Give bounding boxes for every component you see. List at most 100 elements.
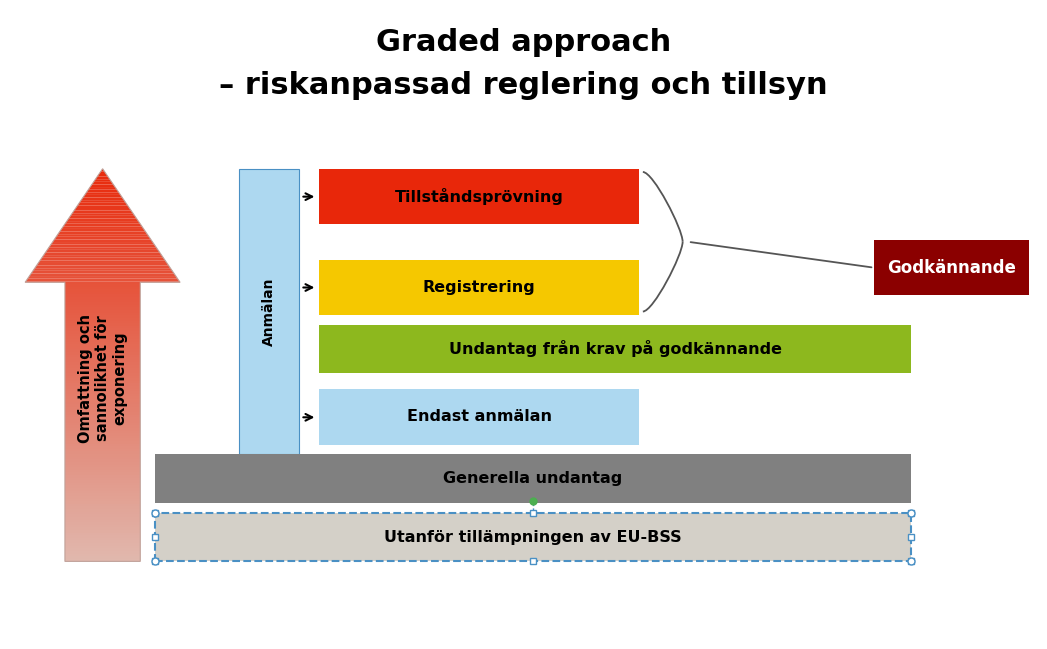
Polygon shape: [49, 245, 156, 247]
Polygon shape: [101, 169, 105, 171]
Polygon shape: [65, 352, 140, 354]
Polygon shape: [29, 273, 176, 276]
Polygon shape: [65, 289, 140, 292]
Polygon shape: [31, 271, 174, 273]
Polygon shape: [57, 234, 149, 237]
Polygon shape: [65, 310, 140, 313]
Polygon shape: [90, 184, 115, 187]
Polygon shape: [65, 430, 140, 433]
Polygon shape: [65, 548, 140, 551]
Polygon shape: [65, 323, 140, 326]
Polygon shape: [65, 554, 140, 556]
Polygon shape: [52, 239, 153, 242]
Polygon shape: [65, 302, 140, 305]
Polygon shape: [60, 229, 146, 232]
Polygon shape: [65, 305, 140, 308]
Polygon shape: [85, 192, 120, 195]
Polygon shape: [65, 360, 140, 362]
Polygon shape: [65, 519, 140, 522]
Polygon shape: [65, 498, 140, 501]
Text: Godkännande: Godkännande: [887, 259, 1017, 276]
Polygon shape: [62, 227, 143, 229]
Text: Tillståndsprövning: Tillståndsprövning: [395, 188, 563, 205]
Polygon shape: [65, 344, 140, 347]
Polygon shape: [65, 354, 140, 357]
Polygon shape: [65, 543, 140, 546]
Polygon shape: [65, 397, 140, 399]
Polygon shape: [65, 528, 140, 530]
Polygon shape: [80, 200, 126, 202]
Polygon shape: [65, 435, 140, 438]
Polygon shape: [65, 478, 140, 480]
Polygon shape: [82, 197, 124, 200]
Polygon shape: [65, 459, 140, 462]
Polygon shape: [65, 522, 140, 525]
Polygon shape: [65, 480, 140, 483]
Polygon shape: [65, 378, 140, 381]
Polygon shape: [65, 321, 140, 323]
Text: Generella undantag: Generella undantag: [443, 471, 623, 486]
Polygon shape: [99, 171, 106, 174]
Polygon shape: [87, 190, 118, 192]
Polygon shape: [47, 247, 158, 250]
Polygon shape: [65, 452, 140, 454]
Polygon shape: [39, 260, 166, 263]
Polygon shape: [65, 331, 140, 334]
Polygon shape: [77, 202, 128, 205]
Polygon shape: [27, 276, 178, 278]
FancyBboxPatch shape: [155, 454, 911, 503]
Polygon shape: [65, 538, 140, 541]
Polygon shape: [65, 447, 140, 449]
Polygon shape: [65, 410, 140, 412]
Polygon shape: [65, 334, 140, 336]
Polygon shape: [72, 211, 133, 214]
Polygon shape: [65, 373, 140, 376]
Polygon shape: [40, 258, 165, 260]
Polygon shape: [32, 268, 173, 271]
Text: Anmälan: Anmälan: [262, 277, 276, 346]
Polygon shape: [65, 407, 140, 410]
Polygon shape: [26, 278, 179, 281]
Polygon shape: [65, 472, 140, 475]
Polygon shape: [88, 187, 117, 190]
Polygon shape: [65, 444, 140, 447]
Polygon shape: [65, 465, 140, 467]
Polygon shape: [65, 381, 140, 384]
Polygon shape: [65, 295, 140, 297]
Text: Undantag från krav på godkännande: Undantag från krav på godkännande: [448, 340, 782, 358]
Polygon shape: [58, 232, 148, 234]
Polygon shape: [65, 533, 140, 535]
Polygon shape: [65, 221, 140, 224]
Polygon shape: [63, 224, 142, 227]
Polygon shape: [95, 177, 110, 179]
Polygon shape: [65, 297, 140, 300]
Polygon shape: [65, 525, 140, 528]
Polygon shape: [65, 417, 140, 420]
Polygon shape: [65, 501, 140, 504]
Polygon shape: [54, 237, 151, 239]
Polygon shape: [65, 336, 140, 339]
Polygon shape: [65, 467, 140, 470]
Polygon shape: [25, 281, 180, 282]
Polygon shape: [65, 389, 140, 391]
Polygon shape: [65, 551, 140, 554]
Text: Omfattning och
sannolikhet för
exponering: Omfattning och sannolikhet för exponerin…: [77, 313, 128, 443]
Polygon shape: [93, 179, 112, 182]
Polygon shape: [65, 470, 140, 472]
Polygon shape: [65, 457, 140, 459]
Polygon shape: [65, 300, 140, 302]
Polygon shape: [65, 386, 140, 389]
Polygon shape: [97, 174, 108, 177]
Polygon shape: [65, 339, 140, 341]
Polygon shape: [65, 282, 140, 284]
Polygon shape: [65, 328, 140, 331]
Text: Registrering: Registrering: [423, 280, 535, 295]
Polygon shape: [65, 394, 140, 397]
Polygon shape: [65, 514, 140, 517]
Polygon shape: [65, 559, 140, 561]
FancyBboxPatch shape: [239, 169, 299, 454]
Polygon shape: [65, 541, 140, 543]
Polygon shape: [65, 365, 140, 368]
FancyBboxPatch shape: [874, 240, 1029, 295]
Polygon shape: [65, 509, 140, 511]
